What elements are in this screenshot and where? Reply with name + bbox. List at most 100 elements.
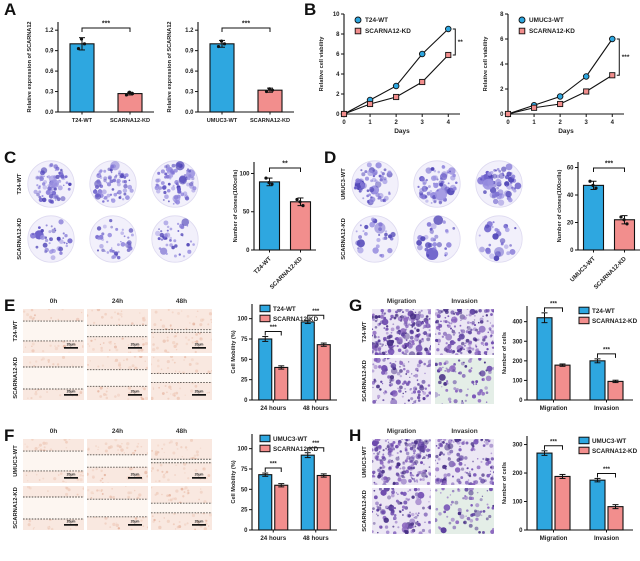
svg-text:**: ** (282, 161, 288, 168)
svg-text:8: 8 (500, 12, 504, 18)
svg-text:4: 4 (336, 72, 340, 78)
svg-text:100: 100 (239, 171, 250, 177)
svg-text:100: 100 (237, 317, 248, 323)
svg-text:400: 400 (512, 320, 523, 326)
svg-text:2: 2 (500, 87, 504, 93)
panel-F: F 0h 24h 48h UMUC3-WT 20μm 20μm 20μm SCARNA12-K… (0, 426, 345, 561)
wound-image: 20μm (87, 356, 148, 400)
svg-text:T24-WT: T24-WT (253, 256, 273, 276)
svg-text:***: *** (622, 54, 630, 61)
svg-text:***: *** (270, 325, 278, 331)
svg-text:T24-WT: T24-WT (273, 306, 296, 313)
svg-text:20μm: 20μm (195, 390, 204, 394)
column-header-0h: 0h (49, 428, 58, 435)
svg-text:50: 50 (241, 357, 248, 363)
wound-image: 20μm (151, 439, 212, 483)
svg-text:10: 10 (333, 12, 340, 18)
svg-text:40: 40 (567, 193, 574, 199)
svg-text:20μm: 20μm (131, 390, 140, 394)
svg-text:20μm: 20μm (67, 390, 76, 394)
svg-text:100: 100 (512, 378, 523, 384)
svg-text:100: 100 (512, 500, 523, 506)
colony-image (89, 160, 137, 208)
svg-text:Relative expression of SCARNA1: Relative expression of SCARNA12 (167, 21, 173, 112)
svg-text:100: 100 (237, 447, 248, 453)
panel-D-label: D (324, 148, 337, 167)
svg-text:20μm: 20μm (131, 520, 140, 524)
panel-G-label: G (349, 296, 363, 315)
svg-text:24 hours: 24 hours (260, 405, 286, 412)
svg-text:0: 0 (342, 120, 346, 126)
svg-text:***: *** (242, 21, 250, 28)
svg-text:1.2: 1.2 (185, 28, 194, 34)
svg-text:0.9: 0.9 (185, 49, 194, 55)
svg-text:25: 25 (241, 508, 248, 514)
chart-A2-relative-expression-UMUC3: 0.0 0.3 0.6 0.9 1.2 Relative expression of SC… (167, 21, 294, 124)
svg-text:0.6: 0.6 (45, 69, 54, 75)
panel-G: G Migration Invasion T24-WT SCARNA12-KD 0 10… (345, 296, 640, 426)
svg-text:T24-WT: T24-WT (72, 118, 93, 124)
svg-text:***: *** (603, 467, 611, 473)
colony-image (151, 160, 199, 208)
transwell-image (372, 358, 431, 404)
svg-text:20μm: 20μm (131, 473, 140, 477)
svg-text:UMUC3-WT: UMUC3-WT (570, 256, 598, 284)
svg-text:SCARNA12-KD: SCARNA12-KD (110, 118, 150, 124)
svg-text:6: 6 (500, 37, 504, 43)
svg-text:8: 8 (336, 32, 340, 38)
colony-image (475, 160, 523, 208)
svg-text:300: 300 (512, 339, 523, 345)
colony-image (27, 215, 75, 263)
column-header-24h: 24h (111, 428, 124, 435)
svg-text:0: 0 (506, 120, 510, 126)
column-header-48h: 48h (175, 428, 188, 435)
chart-E-cell-mobility-T24: 0 25 50 75 100 Cell Mobility (%) 24 hours *** 48… (231, 304, 337, 412)
row-label-scarna12-kd: SCARNA12-KD (13, 357, 19, 399)
svg-text:20: 20 (567, 221, 574, 227)
svg-text:SCARNA12-KD: SCARNA12-KD (529, 28, 575, 35)
svg-text:SCARNA12-KD: SCARNA12-KD (365, 28, 411, 35)
svg-text:50: 50 (243, 210, 250, 216)
wound-image: 20μm (151, 309, 212, 353)
svg-text:20μm: 20μm (67, 520, 76, 524)
svg-text:20μm: 20μm (131, 343, 140, 347)
svg-text:SCARNA12-KD: SCARNA12-KD (273, 316, 319, 323)
svg-text:***: *** (312, 441, 320, 447)
chart-H-number-of-cells-UMUC3: 0 100 200 300 Number of cells Migration *** Inv… (502, 436, 638, 542)
svg-text:0: 0 (519, 398, 523, 404)
colony-image (151, 215, 199, 263)
svg-text:0: 0 (244, 398, 248, 404)
svg-text:48 hours: 48 hours (303, 405, 329, 412)
transwell-image (372, 439, 431, 485)
svg-text:0: 0 (336, 112, 340, 118)
svg-text:Number of cells: Number of cells (502, 332, 508, 374)
row-label-scarna12-kd: SCARNA12-KD (362, 360, 368, 402)
wound-image: 20μm (87, 439, 148, 483)
transwell-image (372, 309, 431, 355)
svg-text:20μm: 20μm (67, 343, 76, 347)
svg-text:200: 200 (512, 359, 523, 365)
svg-text:2: 2 (394, 120, 398, 126)
svg-text:***: *** (550, 439, 558, 445)
svg-text:2: 2 (558, 120, 562, 126)
svg-text:UMUC3-WT: UMUC3-WT (207, 118, 238, 124)
svg-text:1.2: 1.2 (45, 28, 54, 34)
wound-image: 20μm (87, 486, 148, 530)
row-label-umuc3-wt: UMUC3-WT (362, 446, 368, 478)
colony-image (89, 215, 137, 263)
svg-text:Migration: Migration (540, 535, 568, 542)
svg-text:Relative cell viability: Relative cell viability (319, 36, 325, 92)
svg-text:UMUC3-WT: UMUC3-WT (273, 436, 307, 443)
svg-text:4: 4 (447, 120, 451, 126)
svg-text:Number of clones(100cells): Number of clones(100cells) (233, 169, 239, 242)
panel-F-label: F (4, 426, 15, 445)
chart-G-number-of-cells-T24: 0 100 200 300 400 Number of cells Migration ***… (502, 301, 638, 412)
svg-text:Number of clones(100cells): Number of clones(100cells) (557, 169, 563, 242)
row-label-t24-wt: T24-WT (362, 321, 368, 343)
svg-text:4: 4 (611, 120, 615, 126)
svg-text:SCARNA12-KD: SCARNA12-KD (592, 448, 638, 455)
svg-text:0.0: 0.0 (185, 110, 194, 116)
panel-C-label: C (4, 148, 17, 167)
